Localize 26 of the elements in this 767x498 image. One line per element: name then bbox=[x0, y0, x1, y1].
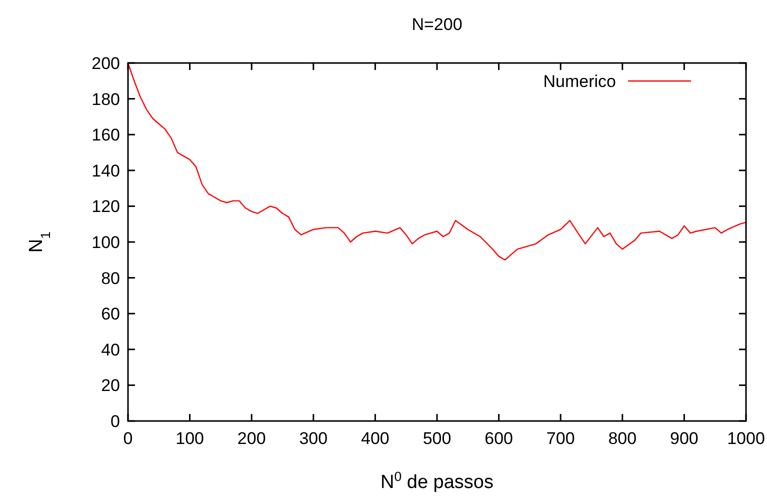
y-tick-label: 60 bbox=[101, 304, 120, 324]
y-tick-label: 120 bbox=[92, 197, 120, 216]
y-tick-label: 200 bbox=[92, 54, 120, 73]
x-tick-label: 200 bbox=[237, 429, 266, 448]
x-tick-label: 700 bbox=[546, 429, 575, 448]
x-tick-label: 300 bbox=[299, 429, 328, 448]
line-series bbox=[127, 62, 747, 260]
y-tick-label: 40 bbox=[101, 340, 120, 360]
x-tick-label: 400 bbox=[361, 429, 390, 448]
chart-title: N=200 bbox=[412, 15, 462, 34]
x-axis-title: N$^{0}$ de passos bbox=[380, 468, 494, 493]
x-tick-label: 600 bbox=[484, 429, 513, 448]
y-tick-label: 80 bbox=[101, 268, 120, 288]
legend-label: Numerico bbox=[543, 72, 616, 91]
y-tick-label: 160 bbox=[92, 126, 120, 145]
x-tick-label: 100 bbox=[176, 429, 204, 448]
y-tick-label: 20 bbox=[101, 376, 120, 396]
x-tick-label: 0 bbox=[123, 429, 133, 448]
y-tick-label: 180 bbox=[92, 90, 120, 109]
y-tick-label: 140 bbox=[92, 161, 120, 180]
x-tick-label: 500 bbox=[422, 429, 452, 448]
x-tick-label: 1000 bbox=[727, 429, 765, 448]
y-tick-label: 100 bbox=[92, 233, 120, 252]
y-tick-label: 0 bbox=[110, 412, 120, 431]
x-tick-label: 800 bbox=[608, 429, 637, 448]
x-tick-label: 900 bbox=[670, 429, 698, 448]
